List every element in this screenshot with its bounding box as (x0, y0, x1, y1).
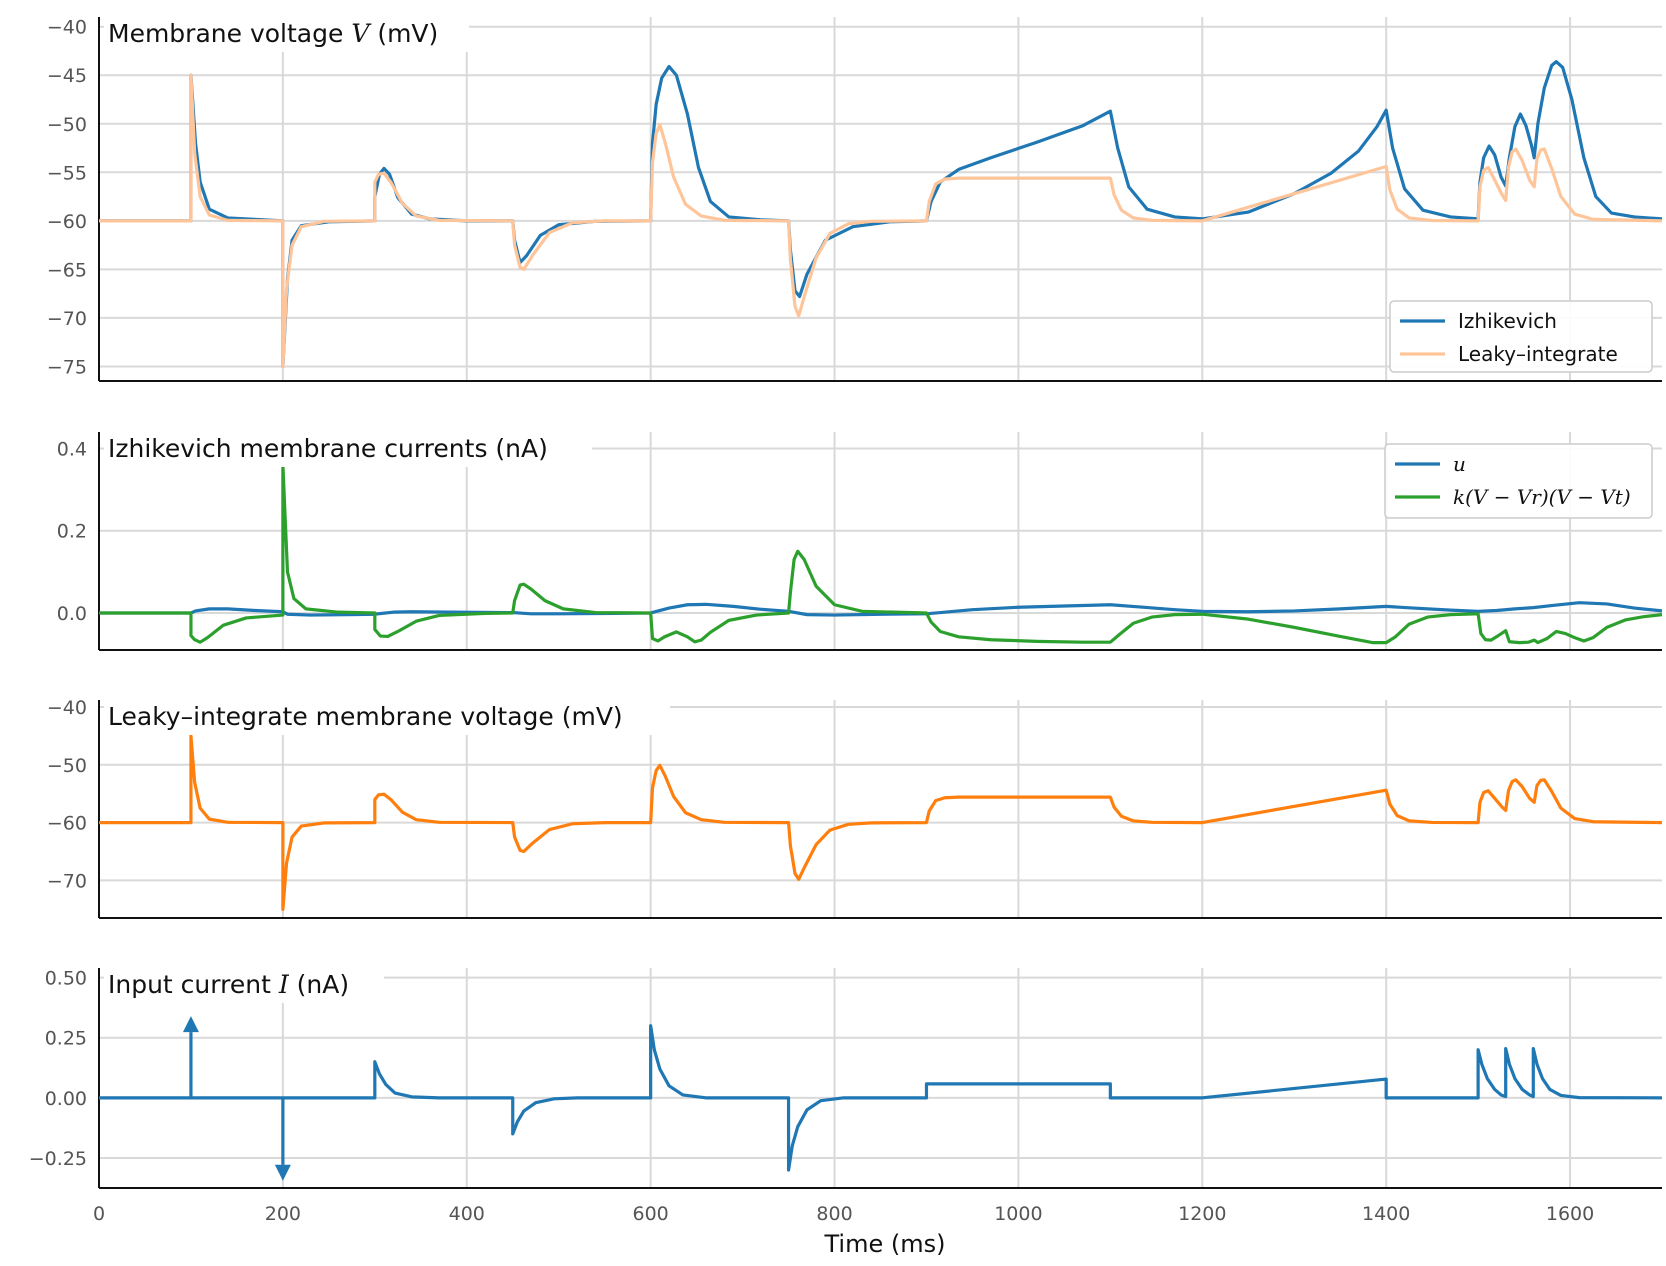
panel-input-current: 0.50 0.25 0.00 −0.25 0 200 400 600 800 1000 1200 14… (29, 963, 1662, 1225)
y-tick-label: −40 (47, 697, 87, 719)
y-tick-label: −60 (47, 813, 87, 835)
x-tick-label: 200 (265, 1203, 301, 1225)
impulse-arrow-head (182, 1016, 199, 1033)
impulse-arrow-head (274, 1164, 291, 1181)
y-tick-label: −75 (47, 356, 87, 378)
panel-title: Leaky–integrate membrane voltage (mV) (108, 702, 623, 731)
panel-title: Membrane voltage V (mV) (108, 19, 438, 48)
panel-title-background (104, 12, 469, 52)
legend: u k(V − Vr)(V − Vt) (1384, 443, 1653, 519)
legend-frame (1384, 443, 1653, 519)
x-axis-label: Time (ms) (824, 1230, 946, 1258)
y-tick-label: −60 (47, 211, 87, 233)
y-tick-label: −0.25 (29, 1148, 87, 1170)
y-tick-label: −50 (47, 755, 87, 777)
y-tick-label: −55 (47, 162, 87, 184)
y-tick-label: 0.00 (45, 1088, 87, 1110)
x-tick-label: 1400 (1362, 1203, 1410, 1225)
x-tick-label: 400 (449, 1203, 485, 1225)
panel-title-background (104, 963, 384, 1003)
x-tick-label: 600 (633, 1203, 669, 1225)
y-tick-label: 0.2 (57, 521, 87, 543)
y-tick-label: −40 (47, 17, 87, 39)
y-tick-label: −50 (47, 114, 87, 136)
series-line-leaky_light (99, 73, 1662, 369)
panel-title: Input current I (nA) (108, 970, 349, 999)
legend: Izhikevich Leaky–integrate (1389, 300, 1653, 373)
y-tick-label: −70 (47, 308, 87, 330)
legend-label: u (1453, 452, 1466, 476)
x-tick-label: 1000 (994, 1203, 1042, 1225)
legend-label: Izhikevich (1458, 309, 1557, 333)
panel-title: Izhikevich membrane currents (nA) (108, 434, 548, 463)
x-tick-label: 0 (93, 1203, 105, 1225)
legend-frame (1389, 300, 1653, 373)
y-tick-label: 0.25 (45, 1028, 87, 1050)
y-tick-label: −65 (47, 259, 87, 281)
y-tick-label: −45 (47, 65, 87, 87)
y-tick-label: −70 (47, 870, 87, 892)
legend-label: k(V − Vr)(V − Vt) (1453, 485, 1631, 509)
x-tick-label: 1600 (1546, 1203, 1594, 1225)
panel-title-background (104, 427, 592, 467)
panel-title-background (104, 695, 670, 735)
panel-membrane-voltage: −40 −45 −50 −55 −60 −65 −70 −75 Membrane voltage… (47, 12, 1662, 382)
y-tick-label: 0.50 (45, 968, 87, 990)
y-tick-label: 0.4 (57, 438, 87, 460)
panel-izhikevich-currents: 0.4 0.2 0.0 Izhikevich membrane currents (n… (57, 427, 1662, 651)
panel-leaky-voltage: −40 −50 −60 −70 Leaky–integrate membrane vol… (47, 695, 1662, 919)
series-line-green (99, 463, 1662, 645)
x-tick-label: 800 (816, 1203, 852, 1225)
y-tick-label: 0.0 (57, 603, 87, 625)
legend-label: Leaky–integrate (1458, 342, 1618, 366)
series-line-izh (99, 601, 1662, 617)
series-line-leaky (99, 734, 1662, 911)
x-tick-label: 1200 (1178, 1203, 1226, 1225)
series-line-izh (99, 1024, 1662, 1172)
